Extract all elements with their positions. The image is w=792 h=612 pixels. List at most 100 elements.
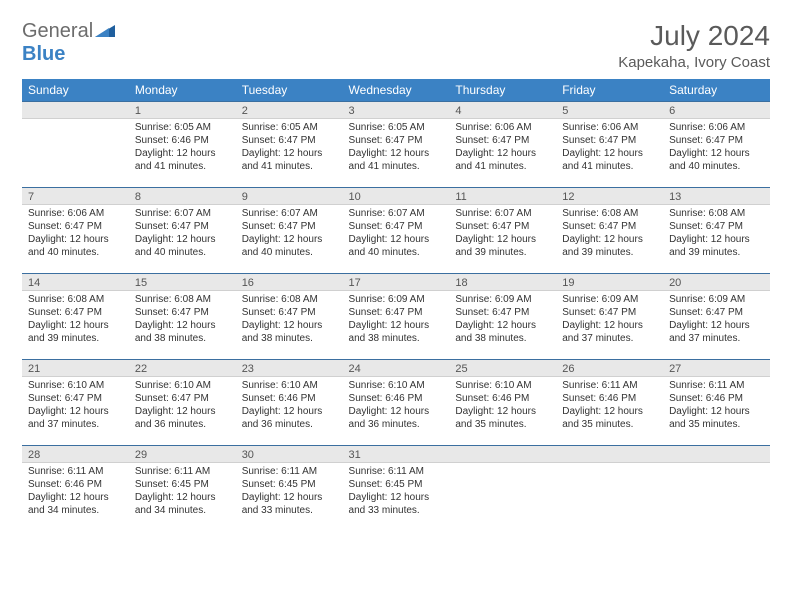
logo-triangle-icon — [95, 20, 115, 43]
day-content: Sunrise: 6:08 AMSunset: 6:47 PMDaylight:… — [663, 205, 770, 263]
calendar-cell — [663, 445, 770, 531]
calendar-week-row: 28Sunrise: 6:11 AMSunset: 6:46 PMDayligh… — [22, 445, 770, 531]
calendar-cell: 13Sunrise: 6:08 AMSunset: 6:47 PMDayligh… — [663, 187, 770, 273]
calendar-cell: 23Sunrise: 6:10 AMSunset: 6:46 PMDayligh… — [236, 359, 343, 445]
day-number-bar: 26 — [556, 359, 663, 377]
day-content — [449, 463, 556, 513]
location: Kapekaha, Ivory Coast — [618, 54, 770, 71]
calendar-cell: 28Sunrise: 6:11 AMSunset: 6:46 PMDayligh… — [22, 445, 129, 531]
day-number-bar: 15 — [129, 273, 236, 291]
header: General Blue July 2024 Kapekaha, Ivory C… — [22, 20, 770, 71]
day-number-bar: 8 — [129, 187, 236, 205]
day-number-bar: 12 — [556, 187, 663, 205]
logo-text-part2: Blue — [22, 43, 65, 65]
weekday-header: Friday — [556, 79, 663, 101]
day-number-bar: 9 — [236, 187, 343, 205]
day-content: Sunrise: 6:11 AMSunset: 6:45 PMDaylight:… — [343, 463, 450, 521]
weekday-header: Saturday — [663, 79, 770, 101]
calendar-week-row: 14Sunrise: 6:08 AMSunset: 6:47 PMDayligh… — [22, 273, 770, 359]
day-content: Sunrise: 6:09 AMSunset: 6:47 PMDaylight:… — [556, 291, 663, 349]
day-content: Sunrise: 6:06 AMSunset: 6:47 PMDaylight:… — [449, 119, 556, 177]
calendar-cell: 10Sunrise: 6:07 AMSunset: 6:47 PMDayligh… — [343, 187, 450, 273]
day-content: Sunrise: 6:11 AMSunset: 6:46 PMDaylight:… — [556, 377, 663, 435]
calendar-cell: 22Sunrise: 6:10 AMSunset: 6:47 PMDayligh… — [129, 359, 236, 445]
calendar-cell: 1Sunrise: 6:05 AMSunset: 6:46 PMDaylight… — [129, 101, 236, 187]
weekday-header: Sunday — [22, 79, 129, 101]
logo: General Blue — [22, 20, 115, 66]
day-number-bar: 27 — [663, 359, 770, 377]
day-number-bar — [663, 445, 770, 463]
calendar-cell: 7Sunrise: 6:06 AMSunset: 6:47 PMDaylight… — [22, 187, 129, 273]
day-content: Sunrise: 6:06 AMSunset: 6:47 PMDaylight:… — [663, 119, 770, 177]
day-content — [663, 463, 770, 513]
calendar-table: Sunday Monday Tuesday Wednesday Thursday… — [22, 79, 770, 531]
calendar-cell: 16Sunrise: 6:08 AMSunset: 6:47 PMDayligh… — [236, 273, 343, 359]
calendar-cell: 4Sunrise: 6:06 AMSunset: 6:47 PMDaylight… — [449, 101, 556, 187]
calendar-cell: 19Sunrise: 6:09 AMSunset: 6:47 PMDayligh… — [556, 273, 663, 359]
weekday-header: Tuesday — [236, 79, 343, 101]
calendar-cell: 29Sunrise: 6:11 AMSunset: 6:45 PMDayligh… — [129, 445, 236, 531]
day-content: Sunrise: 6:08 AMSunset: 6:47 PMDaylight:… — [556, 205, 663, 263]
day-number-bar: 30 — [236, 445, 343, 463]
day-number-bar: 4 — [449, 101, 556, 119]
day-number-bar: 29 — [129, 445, 236, 463]
calendar-cell: 5Sunrise: 6:06 AMSunset: 6:47 PMDaylight… — [556, 101, 663, 187]
day-content: Sunrise: 6:05 AMSunset: 6:47 PMDaylight:… — [236, 119, 343, 177]
day-content: Sunrise: 6:06 AMSunset: 6:47 PMDaylight:… — [556, 119, 663, 177]
calendar-cell — [22, 101, 129, 187]
day-number-bar — [556, 445, 663, 463]
day-content: Sunrise: 6:07 AMSunset: 6:47 PMDaylight:… — [129, 205, 236, 263]
day-number-bar: 18 — [449, 273, 556, 291]
day-content: Sunrise: 6:10 AMSunset: 6:47 PMDaylight:… — [129, 377, 236, 435]
calendar-cell: 8Sunrise: 6:07 AMSunset: 6:47 PMDaylight… — [129, 187, 236, 273]
day-number-bar: 10 — [343, 187, 450, 205]
day-content: Sunrise: 6:06 AMSunset: 6:47 PMDaylight:… — [22, 205, 129, 263]
day-number-bar: 24 — [343, 359, 450, 377]
day-number-bar — [449, 445, 556, 463]
day-number-bar: 23 — [236, 359, 343, 377]
calendar-week-row: 7Sunrise: 6:06 AMSunset: 6:47 PMDaylight… — [22, 187, 770, 273]
calendar-cell: 3Sunrise: 6:05 AMSunset: 6:47 PMDaylight… — [343, 101, 450, 187]
day-content: Sunrise: 6:11 AMSunset: 6:45 PMDaylight:… — [129, 463, 236, 521]
calendar-cell — [449, 445, 556, 531]
calendar-cell: 14Sunrise: 6:08 AMSunset: 6:47 PMDayligh… — [22, 273, 129, 359]
day-content: Sunrise: 6:07 AMSunset: 6:47 PMDaylight:… — [343, 205, 450, 263]
day-number-bar: 20 — [663, 273, 770, 291]
day-content: Sunrise: 6:05 AMSunset: 6:46 PMDaylight:… — [129, 119, 236, 177]
day-content: Sunrise: 6:07 AMSunset: 6:47 PMDaylight:… — [236, 205, 343, 263]
day-content: Sunrise: 6:11 AMSunset: 6:45 PMDaylight:… — [236, 463, 343, 521]
day-content: Sunrise: 6:08 AMSunset: 6:47 PMDaylight:… — [129, 291, 236, 349]
month-title: July 2024 — [618, 20, 770, 52]
day-number-bar: 2 — [236, 101, 343, 119]
calendar-week-row: 21Sunrise: 6:10 AMSunset: 6:47 PMDayligh… — [22, 359, 770, 445]
day-number-bar: 7 — [22, 187, 129, 205]
day-content: Sunrise: 6:08 AMSunset: 6:47 PMDaylight:… — [22, 291, 129, 349]
calendar-cell: 24Sunrise: 6:10 AMSunset: 6:46 PMDayligh… — [343, 359, 450, 445]
day-content: Sunrise: 6:10 AMSunset: 6:46 PMDaylight:… — [343, 377, 450, 435]
calendar-cell: 26Sunrise: 6:11 AMSunset: 6:46 PMDayligh… — [556, 359, 663, 445]
logo-text: General Blue — [22, 20, 115, 66]
day-number-bar — [22, 101, 129, 119]
calendar-cell: 17Sunrise: 6:09 AMSunset: 6:47 PMDayligh… — [343, 273, 450, 359]
calendar-cell: 31Sunrise: 6:11 AMSunset: 6:45 PMDayligh… — [343, 445, 450, 531]
title-block: July 2024 Kapekaha, Ivory Coast — [618, 20, 770, 71]
day-number-bar: 22 — [129, 359, 236, 377]
calendar-cell: 21Sunrise: 6:10 AMSunset: 6:47 PMDayligh… — [22, 359, 129, 445]
calendar-cell: 20Sunrise: 6:09 AMSunset: 6:47 PMDayligh… — [663, 273, 770, 359]
calendar-week-row: 1Sunrise: 6:05 AMSunset: 6:46 PMDaylight… — [22, 101, 770, 187]
day-content: Sunrise: 6:10 AMSunset: 6:46 PMDaylight:… — [449, 377, 556, 435]
calendar-cell: 9Sunrise: 6:07 AMSunset: 6:47 PMDaylight… — [236, 187, 343, 273]
calendar-cell: 6Sunrise: 6:06 AMSunset: 6:47 PMDaylight… — [663, 101, 770, 187]
day-number-bar: 1 — [129, 101, 236, 119]
day-content: Sunrise: 6:08 AMSunset: 6:47 PMDaylight:… — [236, 291, 343, 349]
day-content: Sunrise: 6:10 AMSunset: 6:47 PMDaylight:… — [22, 377, 129, 435]
day-number-bar: 14 — [22, 273, 129, 291]
calendar-cell: 12Sunrise: 6:08 AMSunset: 6:47 PMDayligh… — [556, 187, 663, 273]
weekday-header-row: Sunday Monday Tuesday Wednesday Thursday… — [22, 79, 770, 101]
day-number-bar: 31 — [343, 445, 450, 463]
day-number-bar: 28 — [22, 445, 129, 463]
day-content — [22, 119, 129, 169]
day-content: Sunrise: 6:09 AMSunset: 6:47 PMDaylight:… — [663, 291, 770, 349]
day-number-bar: 17 — [343, 273, 450, 291]
calendar-body: 1Sunrise: 6:05 AMSunset: 6:46 PMDaylight… — [22, 101, 770, 531]
